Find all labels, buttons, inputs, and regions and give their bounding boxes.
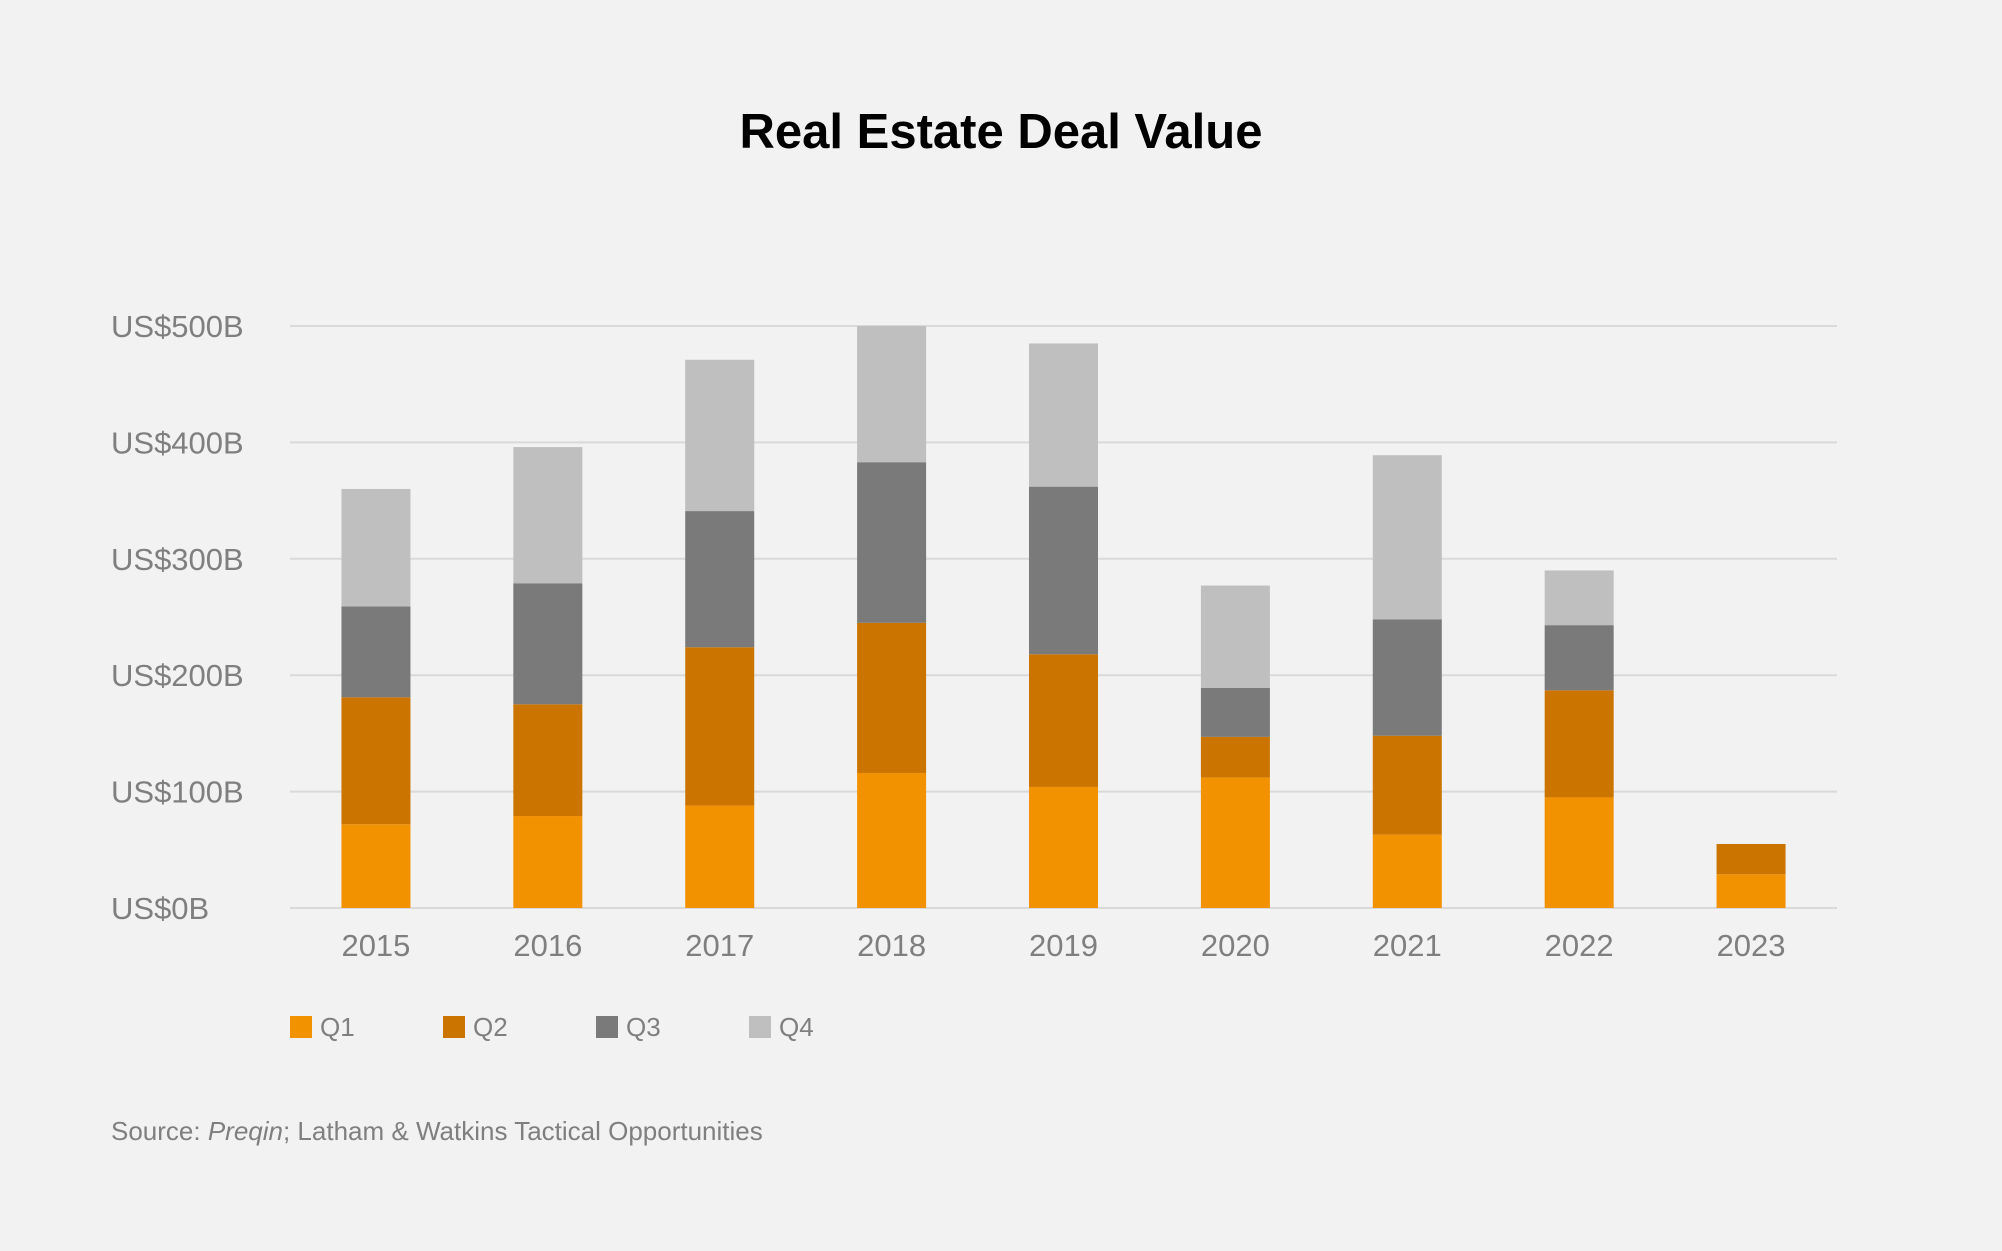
legend-swatch-q4 bbox=[749, 1016, 771, 1038]
bar-2022-q4 bbox=[1544, 570, 1614, 626]
x-tick-label: 2021 bbox=[1373, 928, 1442, 963]
bar-2021-q4 bbox=[1372, 455, 1442, 620]
bar-2018-q1 bbox=[857, 772, 927, 908]
source-note: Source: Preqin; Latham & Watkins Tactica… bbox=[111, 1116, 763, 1147]
bar-2016-q3 bbox=[513, 583, 583, 705]
bar-2020-q3 bbox=[1200, 688, 1270, 737]
y-tick-label: US$500B bbox=[111, 309, 244, 344]
bar-2016-q2 bbox=[513, 704, 583, 817]
y-tick-label: US$200B bbox=[111, 658, 244, 693]
bar-2016-q1 bbox=[513, 816, 583, 908]
bar-2019-q4 bbox=[1029, 343, 1098, 487]
bar-2021-q2 bbox=[1372, 735, 1442, 835]
bar-2019-q3 bbox=[1029, 486, 1098, 655]
bar-2017-q1 bbox=[685, 805, 755, 908]
x-tick-label: 2022 bbox=[1545, 928, 1614, 963]
bar-2015-q1 bbox=[341, 824, 411, 908]
legend-swatch-q1 bbox=[290, 1016, 312, 1038]
bar-2021-q1 bbox=[1372, 834, 1442, 908]
bar-2020-q2 bbox=[1200, 736, 1270, 778]
bar-2022-q3 bbox=[1544, 625, 1614, 691]
bar-2023-q2 bbox=[1716, 843, 1786, 875]
y-tick-label: US$0B bbox=[111, 891, 209, 926]
bar-2018-q2 bbox=[857, 622, 927, 773]
bar-2017-q4 bbox=[685, 359, 755, 512]
y-tick-label: US$400B bbox=[111, 425, 244, 460]
legend-label-q4: Q4 bbox=[779, 1012, 814, 1042]
legend-label-q1: Q1 bbox=[320, 1012, 355, 1042]
x-tick-label: 2020 bbox=[1201, 928, 1270, 963]
bar-2019-q2 bbox=[1029, 654, 1098, 787]
y-axis-ticks: US$0B US$100B US$200B US$300B US$400B US$500B bbox=[111, 309, 244, 926]
x-tick-label: 2019 bbox=[1029, 928, 1098, 963]
bar-2016-q4 bbox=[513, 447, 583, 584]
bar-2021-q3 bbox=[1372, 619, 1442, 736]
bar-2023-q1 bbox=[1716, 874, 1786, 908]
bar-2017-q3 bbox=[685, 511, 755, 648]
legend-label-q3: Q3 bbox=[626, 1012, 661, 1042]
bars bbox=[341, 326, 1786, 908]
source-italic: Preqin bbox=[207, 1116, 283, 1146]
legend: Q1 Q2 Q3 Q4 bbox=[290, 1012, 814, 1042]
bar-2022-q2 bbox=[1544, 690, 1614, 798]
x-tick-label: 2023 bbox=[1717, 928, 1786, 963]
x-tick-label: 2017 bbox=[685, 928, 754, 963]
legend-swatch-q3 bbox=[596, 1016, 618, 1038]
legend-swatch-q2 bbox=[443, 1016, 465, 1038]
x-tick-label: 2018 bbox=[857, 928, 926, 963]
bar-2015-q3 bbox=[341, 606, 411, 698]
x-axis-ticks: 2015 2016 2017 2018 2019 2020 2021 2022 2023 bbox=[341, 928, 1785, 963]
source-prefix: Source: bbox=[111, 1116, 208, 1146]
y-tick-label: US$300B bbox=[111, 542, 244, 577]
bar-2015-q2 bbox=[341, 697, 411, 825]
bar-2018-q3 bbox=[857, 462, 927, 623]
y-tick-label: US$100B bbox=[111, 775, 244, 810]
bar-2020-q1 bbox=[1200, 777, 1270, 908]
x-tick-label: 2015 bbox=[341, 928, 410, 963]
source-suffix: ; Latham & Watkins Tactical Opportunitie… bbox=[282, 1116, 763, 1146]
bar-2020-q4 bbox=[1200, 585, 1270, 689]
bar-2017-q2 bbox=[685, 647, 755, 806]
legend-label-q2: Q2 bbox=[473, 1012, 508, 1042]
bar-2022-q1 bbox=[1544, 797, 1614, 908]
bar-2015-q4 bbox=[341, 488, 411, 607]
bar-2019-q1 bbox=[1029, 786, 1098, 908]
chart-title: Real Estate Deal Value bbox=[740, 105, 1263, 159]
bar-2018-q4 bbox=[857, 326, 927, 463]
x-tick-label: 2016 bbox=[513, 928, 582, 963]
